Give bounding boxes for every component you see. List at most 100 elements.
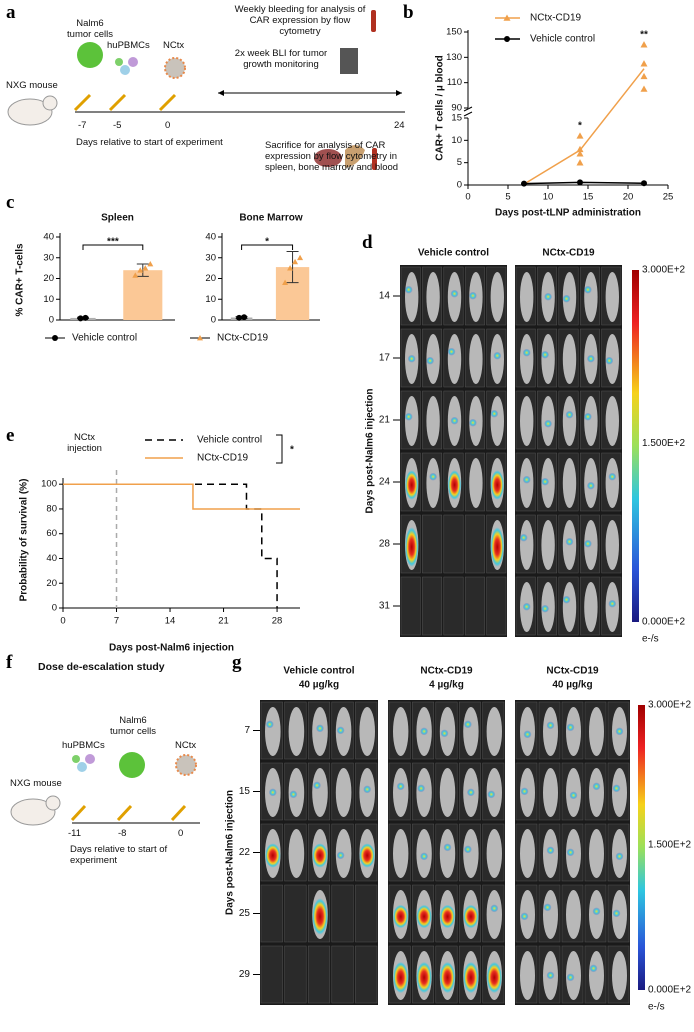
signal	[605, 356, 614, 365]
y-tick-label: 0	[52, 603, 57, 614]
marker	[640, 85, 648, 92]
y-tick-label: 40	[43, 232, 54, 243]
image-frame	[284, 884, 307, 943]
mouse-image	[566, 707, 581, 756]
mouse-image	[543, 768, 558, 817]
y-tick-label: 150	[446, 27, 462, 38]
mouse-image	[605, 458, 619, 508]
y-tick-label: 10	[205, 294, 216, 305]
signal	[393, 904, 409, 929]
mouse-image	[520, 396, 534, 446]
signal	[363, 785, 372, 794]
legend-label: NCtx-CD19	[530, 13, 582, 24]
x-tick-label: 21	[218, 616, 229, 627]
y-tick-label: 90	[451, 103, 462, 114]
bar	[123, 270, 163, 320]
y-tick-label: 0	[211, 315, 216, 326]
mouse-image	[520, 829, 535, 878]
mouse-image	[562, 396, 577, 446]
panel-title: Spleen	[101, 213, 134, 224]
mouse-image	[426, 272, 440, 322]
colorbar	[632, 270, 639, 622]
y-tick-label: 15	[451, 113, 462, 124]
day-label: 17	[379, 353, 391, 364]
mouse-image	[562, 582, 577, 632]
mouse-image	[520, 272, 534, 322]
signal	[426, 356, 435, 365]
signal	[466, 788, 475, 797]
marker	[641, 180, 647, 187]
marker	[576, 150, 584, 157]
signal	[405, 470, 419, 500]
mouse-image	[520, 334, 534, 384]
agent-label: Nalm6 tumor cells	[67, 18, 113, 40]
colorbar-label: 1.500E+2	[642, 438, 686, 449]
mouse-image	[612, 768, 627, 817]
mouse-image	[447, 334, 462, 384]
marker	[521, 180, 527, 187]
image-frame	[355, 884, 378, 943]
agent-label: NCtx	[175, 740, 197, 751]
y-axis-title: % CAR+ T-cells	[15, 243, 26, 317]
mouse-image	[584, 582, 598, 632]
signal	[265, 720, 274, 729]
mouse-label: NXG mouse	[6, 80, 58, 91]
signal	[569, 791, 578, 800]
group-title: NCtx-CD19	[546, 666, 599, 677]
y-tick-label: 0	[457, 180, 462, 191]
colorbar-label: 3.000E+2	[642, 265, 686, 276]
x-tick-label: 7	[114, 616, 119, 627]
image-frame	[331, 945, 354, 1004]
agent-label: huPBMCs	[62, 740, 105, 751]
signal	[420, 727, 429, 736]
signal	[608, 472, 617, 481]
mouse-image	[543, 890, 558, 939]
marker	[503, 14, 511, 21]
image-frame	[464, 576, 485, 636]
x-tick-label: 10	[543, 192, 554, 203]
panel-label: a	[6, 2, 16, 23]
group-title: NCtx-CD19	[420, 666, 473, 677]
day-label: 28	[379, 539, 391, 550]
marker	[640, 41, 648, 48]
image-frame	[400, 576, 421, 636]
agent-label: NCtx	[163, 40, 185, 51]
mouse-image	[405, 272, 419, 322]
bracket	[241, 244, 294, 250]
signal	[490, 409, 499, 418]
signal	[336, 726, 345, 735]
colorbar-label: 1.500E+2	[648, 840, 692, 851]
survival-curve	[63, 483, 278, 608]
image-frame	[422, 576, 443, 636]
signal	[416, 904, 432, 929]
signal	[490, 527, 504, 567]
signal	[592, 782, 601, 791]
mouse-image	[335, 768, 352, 817]
signal	[393, 961, 409, 994]
panel-title: Bone Marrow	[239, 213, 303, 224]
signal	[439, 961, 456, 994]
mouse-image	[605, 396, 619, 446]
significance: **	[640, 29, 648, 40]
y-tick-label: 10	[43, 294, 54, 305]
signal	[519, 533, 528, 542]
marker	[577, 179, 583, 186]
signal	[416, 961, 432, 994]
signal	[615, 852, 624, 861]
y-axis-title: Probability of survival (%)	[19, 479, 30, 602]
image-frame	[355, 945, 378, 1004]
signal	[541, 604, 550, 613]
x-tick-label: 5	[505, 192, 510, 203]
mouse-image	[393, 768, 409, 817]
panel-label: e	[6, 425, 15, 446]
image-panel	[400, 265, 507, 637]
marker	[132, 272, 139, 278]
mouse-image	[439, 829, 456, 878]
axis-break	[463, 111, 473, 117]
marker	[576, 132, 584, 139]
signal	[486, 961, 502, 994]
mouse-image	[439, 768, 456, 817]
signal	[520, 787, 529, 796]
series-line	[523, 68, 645, 185]
note: Sacrifice for analysis of CAR expression…	[265, 140, 399, 173]
